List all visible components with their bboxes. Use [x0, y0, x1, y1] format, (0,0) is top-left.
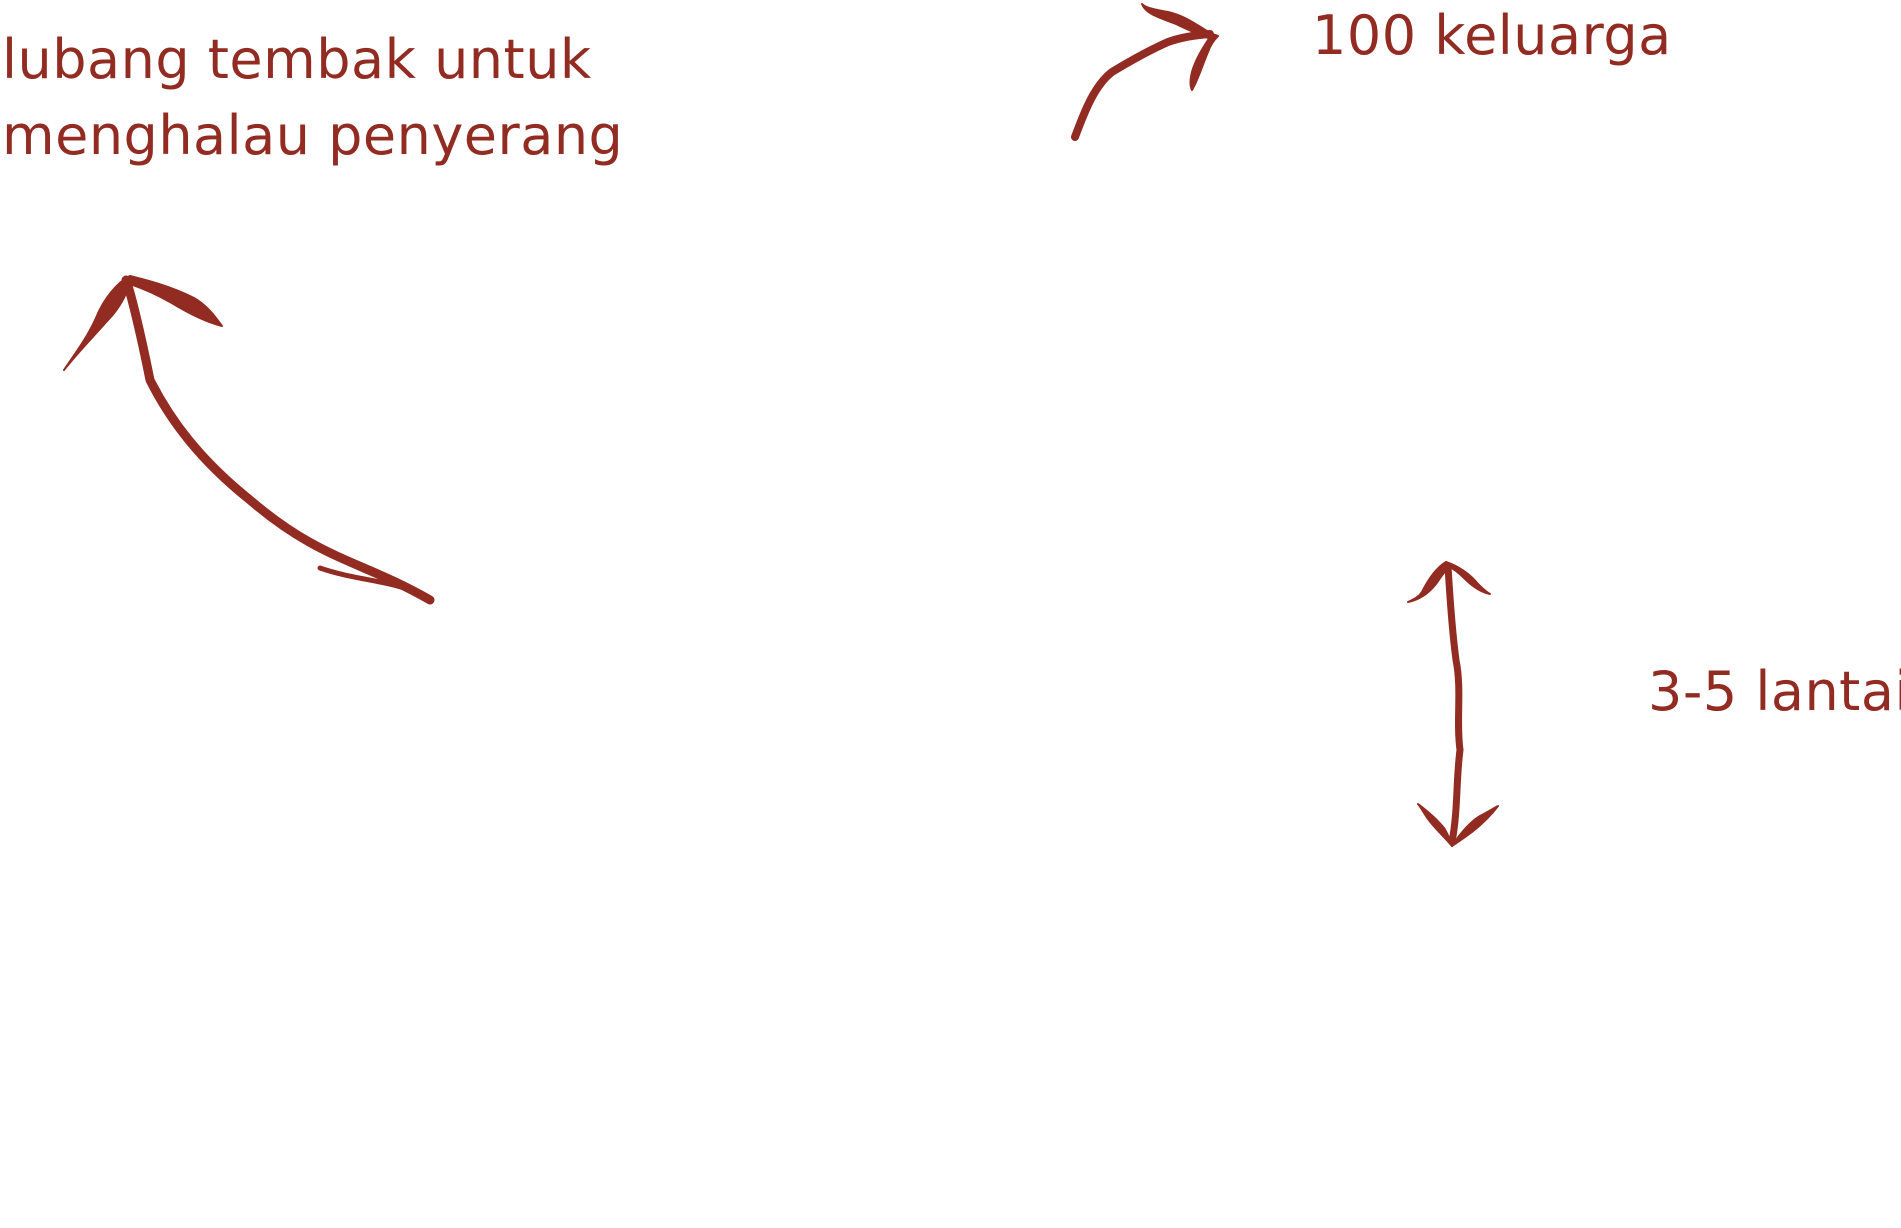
loophole-label-line-2: menghalau penyerang: [2, 104, 624, 167]
loophole-label: lubang tembak untuk menghalau penyerang: [2, 22, 642, 174]
families-label: 100 keluarga: [1312, 4, 1672, 67]
floors-label: 3-5 lantai: [1648, 660, 1901, 723]
curved-arrow-up-left-icon: [63, 275, 435, 605]
curved-arrow-up-right-icon: [1071, 3, 1219, 141]
loophole-label-line-1: lubang tembak untuk: [2, 28, 592, 91]
double-headed-vertical-arrow-icon: [1407, 561, 1499, 847]
